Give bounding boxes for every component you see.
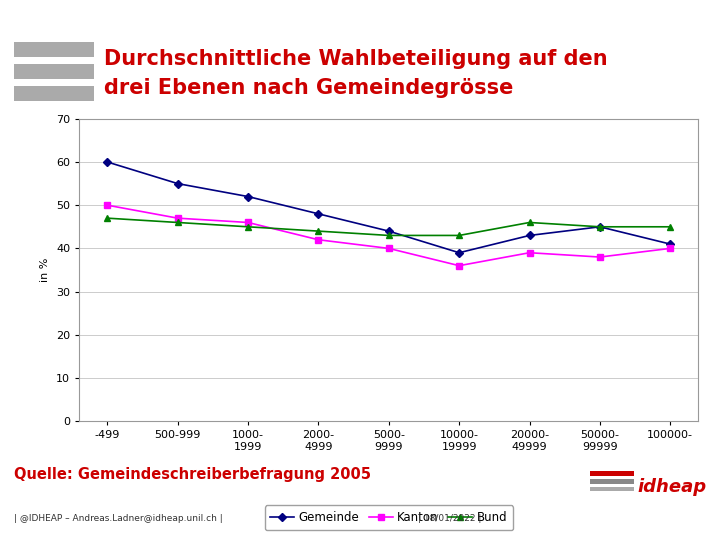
- Bund: [103, 215, 112, 221]
- Text: Quelle: Gemeindeschreiberbefragung 2005: Quelle: Gemeindeschreiberbefragung 2005: [14, 467, 372, 482]
- Line: Gemeinde: Gemeinde: [104, 159, 673, 255]
- Kanton: [455, 262, 464, 269]
- Gemeinde: [314, 211, 323, 217]
- Kanton: [244, 219, 253, 226]
- Gemeinde: [103, 159, 112, 165]
- Bund: [244, 224, 253, 230]
- Line: Kanton: Kanton: [104, 202, 673, 268]
- Kanton: [595, 254, 604, 260]
- Kanton: [666, 245, 675, 252]
- Kanton: [314, 237, 323, 243]
- Bund: [314, 228, 323, 234]
- Kanton: [174, 215, 182, 221]
- Legend: Gemeinde, Kanton, Bund: Gemeinde, Kanton, Bund: [264, 505, 513, 530]
- Text: Durchschnittliche Wahlbeteiligung auf den: Durchschnittliche Wahlbeteiligung auf de…: [104, 49, 608, 69]
- Kanton: [384, 245, 393, 252]
- Bund: [525, 219, 534, 226]
- Gemeinde: [666, 241, 675, 247]
- Gemeinde: [174, 180, 182, 187]
- Text: | @IDHEAP – Andreas.Ladner@idheap.unil.ch |: | @IDHEAP – Andreas.Ladner@idheap.unil.c…: [14, 514, 223, 523]
- Gemeinde: [455, 249, 464, 256]
- Gemeinde: [384, 228, 393, 234]
- Gemeinde: [595, 224, 604, 230]
- Kanton: [525, 249, 534, 256]
- Text: drei Ebenen nach Gemeindegrösse: drei Ebenen nach Gemeindegrösse: [104, 78, 514, 98]
- Text: | 18/01/2022 |: | 18/01/2022 |: [418, 514, 481, 523]
- Bund: [174, 219, 182, 226]
- Bund: [384, 232, 393, 239]
- Kanton: [103, 202, 112, 208]
- Y-axis label: in %: in %: [40, 258, 50, 282]
- Line: Bund: Bund: [104, 215, 674, 239]
- Bund: [595, 224, 604, 230]
- Text: idheap: idheap: [637, 478, 706, 496]
- Gemeinde: [244, 193, 253, 200]
- Bund: [455, 232, 464, 239]
- Bund: [666, 224, 675, 230]
- Gemeinde: [525, 232, 534, 239]
